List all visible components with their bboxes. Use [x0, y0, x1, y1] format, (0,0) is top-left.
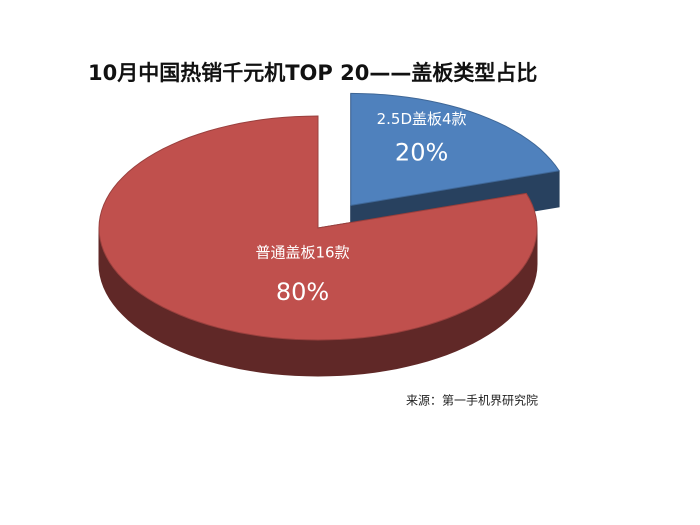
- slice-value-label: 80%: [276, 278, 329, 306]
- slice-category-label: 2.5D盖板4款: [377, 110, 467, 128]
- source-note: 来源：第一手机界研究院: [406, 393, 538, 408]
- chart-title: 10月中国热销千元机TOP 20——盖板类型占比: [88, 61, 537, 85]
- slice: [98, 115, 538, 341]
- slice-category-label: 普通盖板16款: [256, 243, 350, 261]
- slice: [350, 92, 560, 207]
- slice-value-label: 20%: [395, 139, 448, 167]
